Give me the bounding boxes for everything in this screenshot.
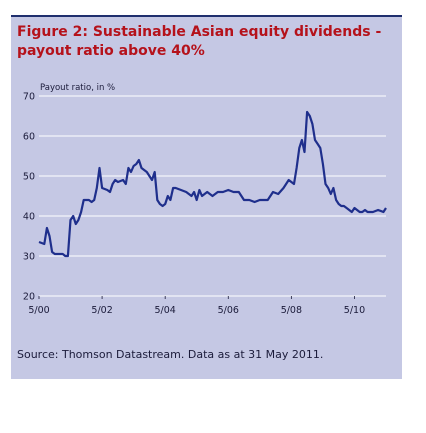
x-tick-label: 5/04 [155, 305, 176, 316]
y-tick-label: 20 [23, 292, 35, 303]
x-tick-label: 5/10 [344, 305, 365, 316]
x-tick-label: 5/08 [281, 305, 302, 316]
figure-title: Figure 2: Sustainable Asian equity divid… [17, 24, 382, 59]
y-tick-label: 30 [23, 252, 35, 263]
y-tick-label: 50 [23, 172, 35, 183]
top-rule [11, 15, 402, 17]
y-tick-label: 60 [23, 132, 35, 143]
figure-panel: Figure 2: Sustainable Asian equity divid… [11, 15, 402, 379]
x-tick-label: 5/00 [28, 305, 49, 316]
x-tick-label: 5/02 [91, 305, 112, 316]
source-note: Source: Thomson Datastream. Data as at 3… [17, 348, 324, 361]
payout-ratio-chart: Payout ratio, in % 70 60 50 40 30 20 5/00 5/02… [23, 83, 387, 316]
y-axis-label: Payout ratio, in % [40, 83, 115, 93]
series-line-payout-ratio [38, 110, 387, 258]
y-tick-label: 40 [23, 212, 35, 223]
y-tick-label: 70 [23, 92, 35, 103]
x-tick-label: 5/06 [218, 305, 239, 316]
